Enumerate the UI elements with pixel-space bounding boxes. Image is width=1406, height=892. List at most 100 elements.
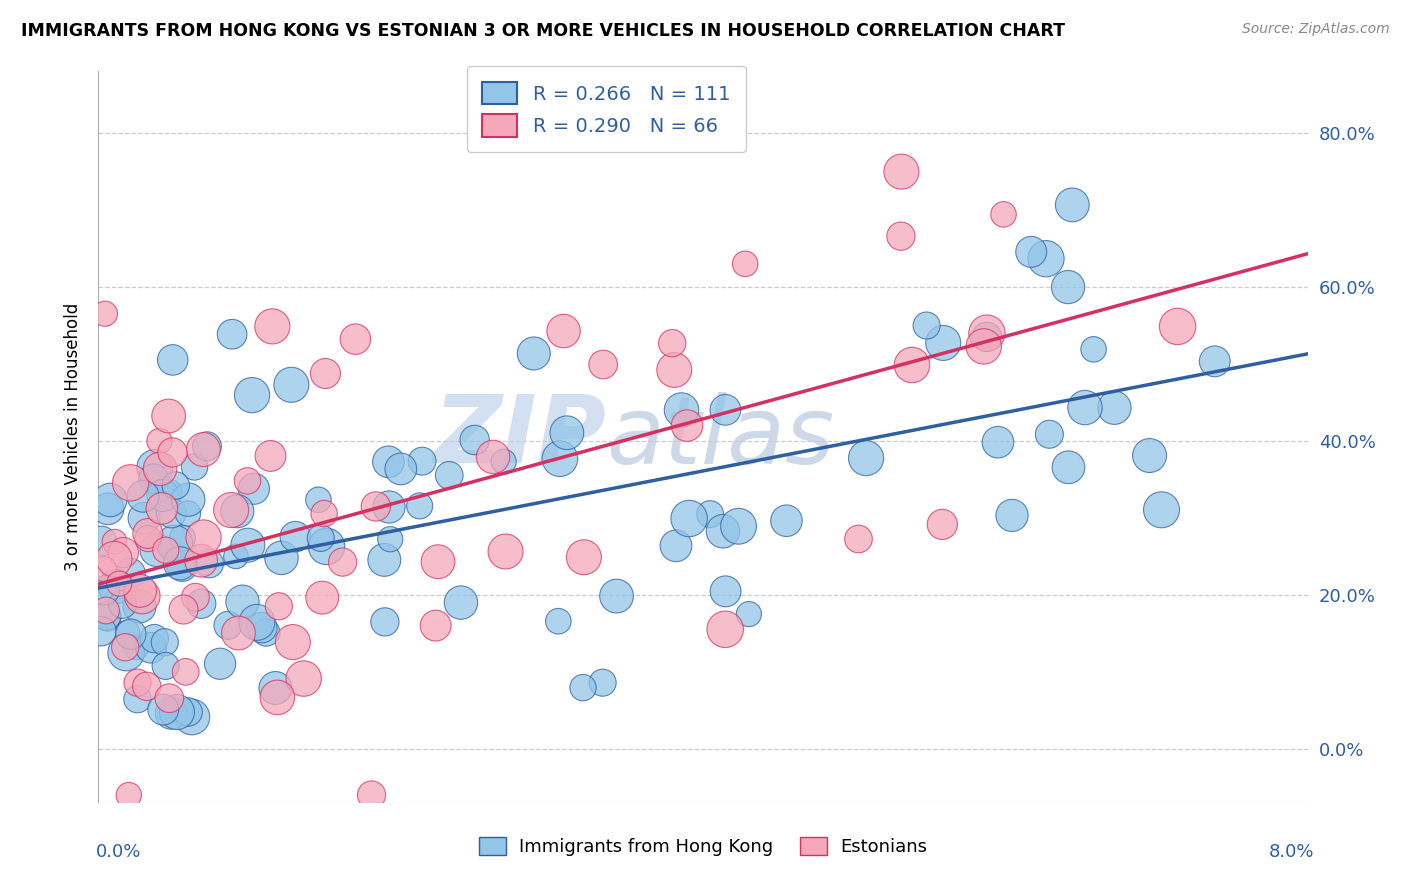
Point [890, 164, 912, 178]
Point [373, 553, 395, 567]
Point [103, 534, 125, 549]
Text: Source: ZipAtlas.com: Source: ZipAtlas.com [1241, 22, 1389, 37]
Point [155, 543, 177, 558]
Point [714, 402, 737, 417]
Point [94, 307, 117, 321]
Point [606, 589, 628, 603]
Point [676, 418, 699, 433]
Point [671, 403, 693, 417]
Point [380, 532, 402, 546]
Point [315, 540, 337, 554]
Point [143, 632, 166, 646]
Point [193, 442, 215, 457]
Point [1139, 449, 1161, 463]
Point [240, 388, 263, 402]
Point [976, 326, 998, 340]
Point [411, 454, 433, 468]
Point [264, 681, 287, 695]
Point [932, 335, 955, 350]
Point [103, 552, 125, 566]
Point [592, 358, 614, 372]
Point [181, 710, 204, 724]
Point [184, 591, 207, 605]
Point [136, 532, 159, 546]
Point [127, 675, 149, 690]
Y-axis label: 3 or more Vehicles in Household: 3 or more Vehicles in Household [63, 303, 82, 571]
Point [314, 507, 336, 521]
Point [1204, 354, 1226, 368]
Point [281, 635, 304, 649]
Point [132, 489, 155, 503]
Point [118, 788, 141, 802]
Text: 0.0%: 0.0% [96, 843, 141, 861]
Point [193, 531, 215, 545]
Point [94, 603, 117, 617]
Point [226, 504, 249, 518]
Point [160, 706, 183, 721]
Point [439, 468, 461, 483]
Point [108, 576, 131, 591]
Point [120, 627, 142, 641]
Point [523, 346, 546, 360]
Point [165, 478, 187, 492]
Point [1150, 503, 1173, 517]
Point [157, 691, 180, 706]
Point [172, 531, 194, 545]
Point [139, 640, 162, 655]
Point [267, 599, 290, 614]
Point [344, 332, 367, 346]
Point [270, 550, 292, 565]
Point [450, 596, 472, 610]
Point [377, 455, 399, 469]
Point [1057, 280, 1080, 294]
Point [855, 451, 877, 466]
Point [150, 501, 173, 516]
Point [163, 536, 186, 550]
Text: 8.0%: 8.0% [1270, 843, 1315, 861]
Point [665, 539, 688, 553]
Point [1057, 460, 1080, 475]
Point [425, 618, 447, 632]
Point [738, 607, 761, 621]
Point [195, 439, 218, 453]
Point [360, 788, 382, 802]
Point [231, 595, 253, 609]
Point [993, 207, 1015, 221]
Point [115, 646, 138, 660]
Point [775, 514, 797, 528]
Point [714, 623, 737, 637]
Point [890, 229, 912, 244]
Point [219, 503, 242, 517]
Point [374, 615, 396, 629]
Point [160, 506, 183, 520]
Point [332, 555, 354, 569]
Point [495, 544, 517, 558]
Point [93, 562, 115, 576]
Point [104, 580, 127, 594]
Point [976, 330, 998, 344]
Point [153, 635, 176, 649]
Point [254, 625, 277, 640]
Point [482, 450, 505, 464]
Point [125, 640, 148, 655]
Point [183, 459, 205, 474]
Point [135, 679, 157, 693]
Point [96, 610, 118, 624]
Point [408, 499, 430, 513]
Point [143, 460, 166, 475]
Point [131, 589, 153, 603]
Point [931, 517, 953, 532]
Point [250, 621, 273, 635]
Point [152, 488, 174, 502]
Point [280, 377, 302, 392]
Point [117, 625, 139, 640]
Point [572, 550, 595, 565]
Point [162, 445, 184, 459]
Point [177, 705, 200, 719]
Point [149, 462, 172, 476]
Point [699, 507, 721, 521]
Point [309, 531, 332, 545]
Point [132, 511, 155, 525]
Point [243, 482, 266, 496]
Point [225, 549, 247, 564]
